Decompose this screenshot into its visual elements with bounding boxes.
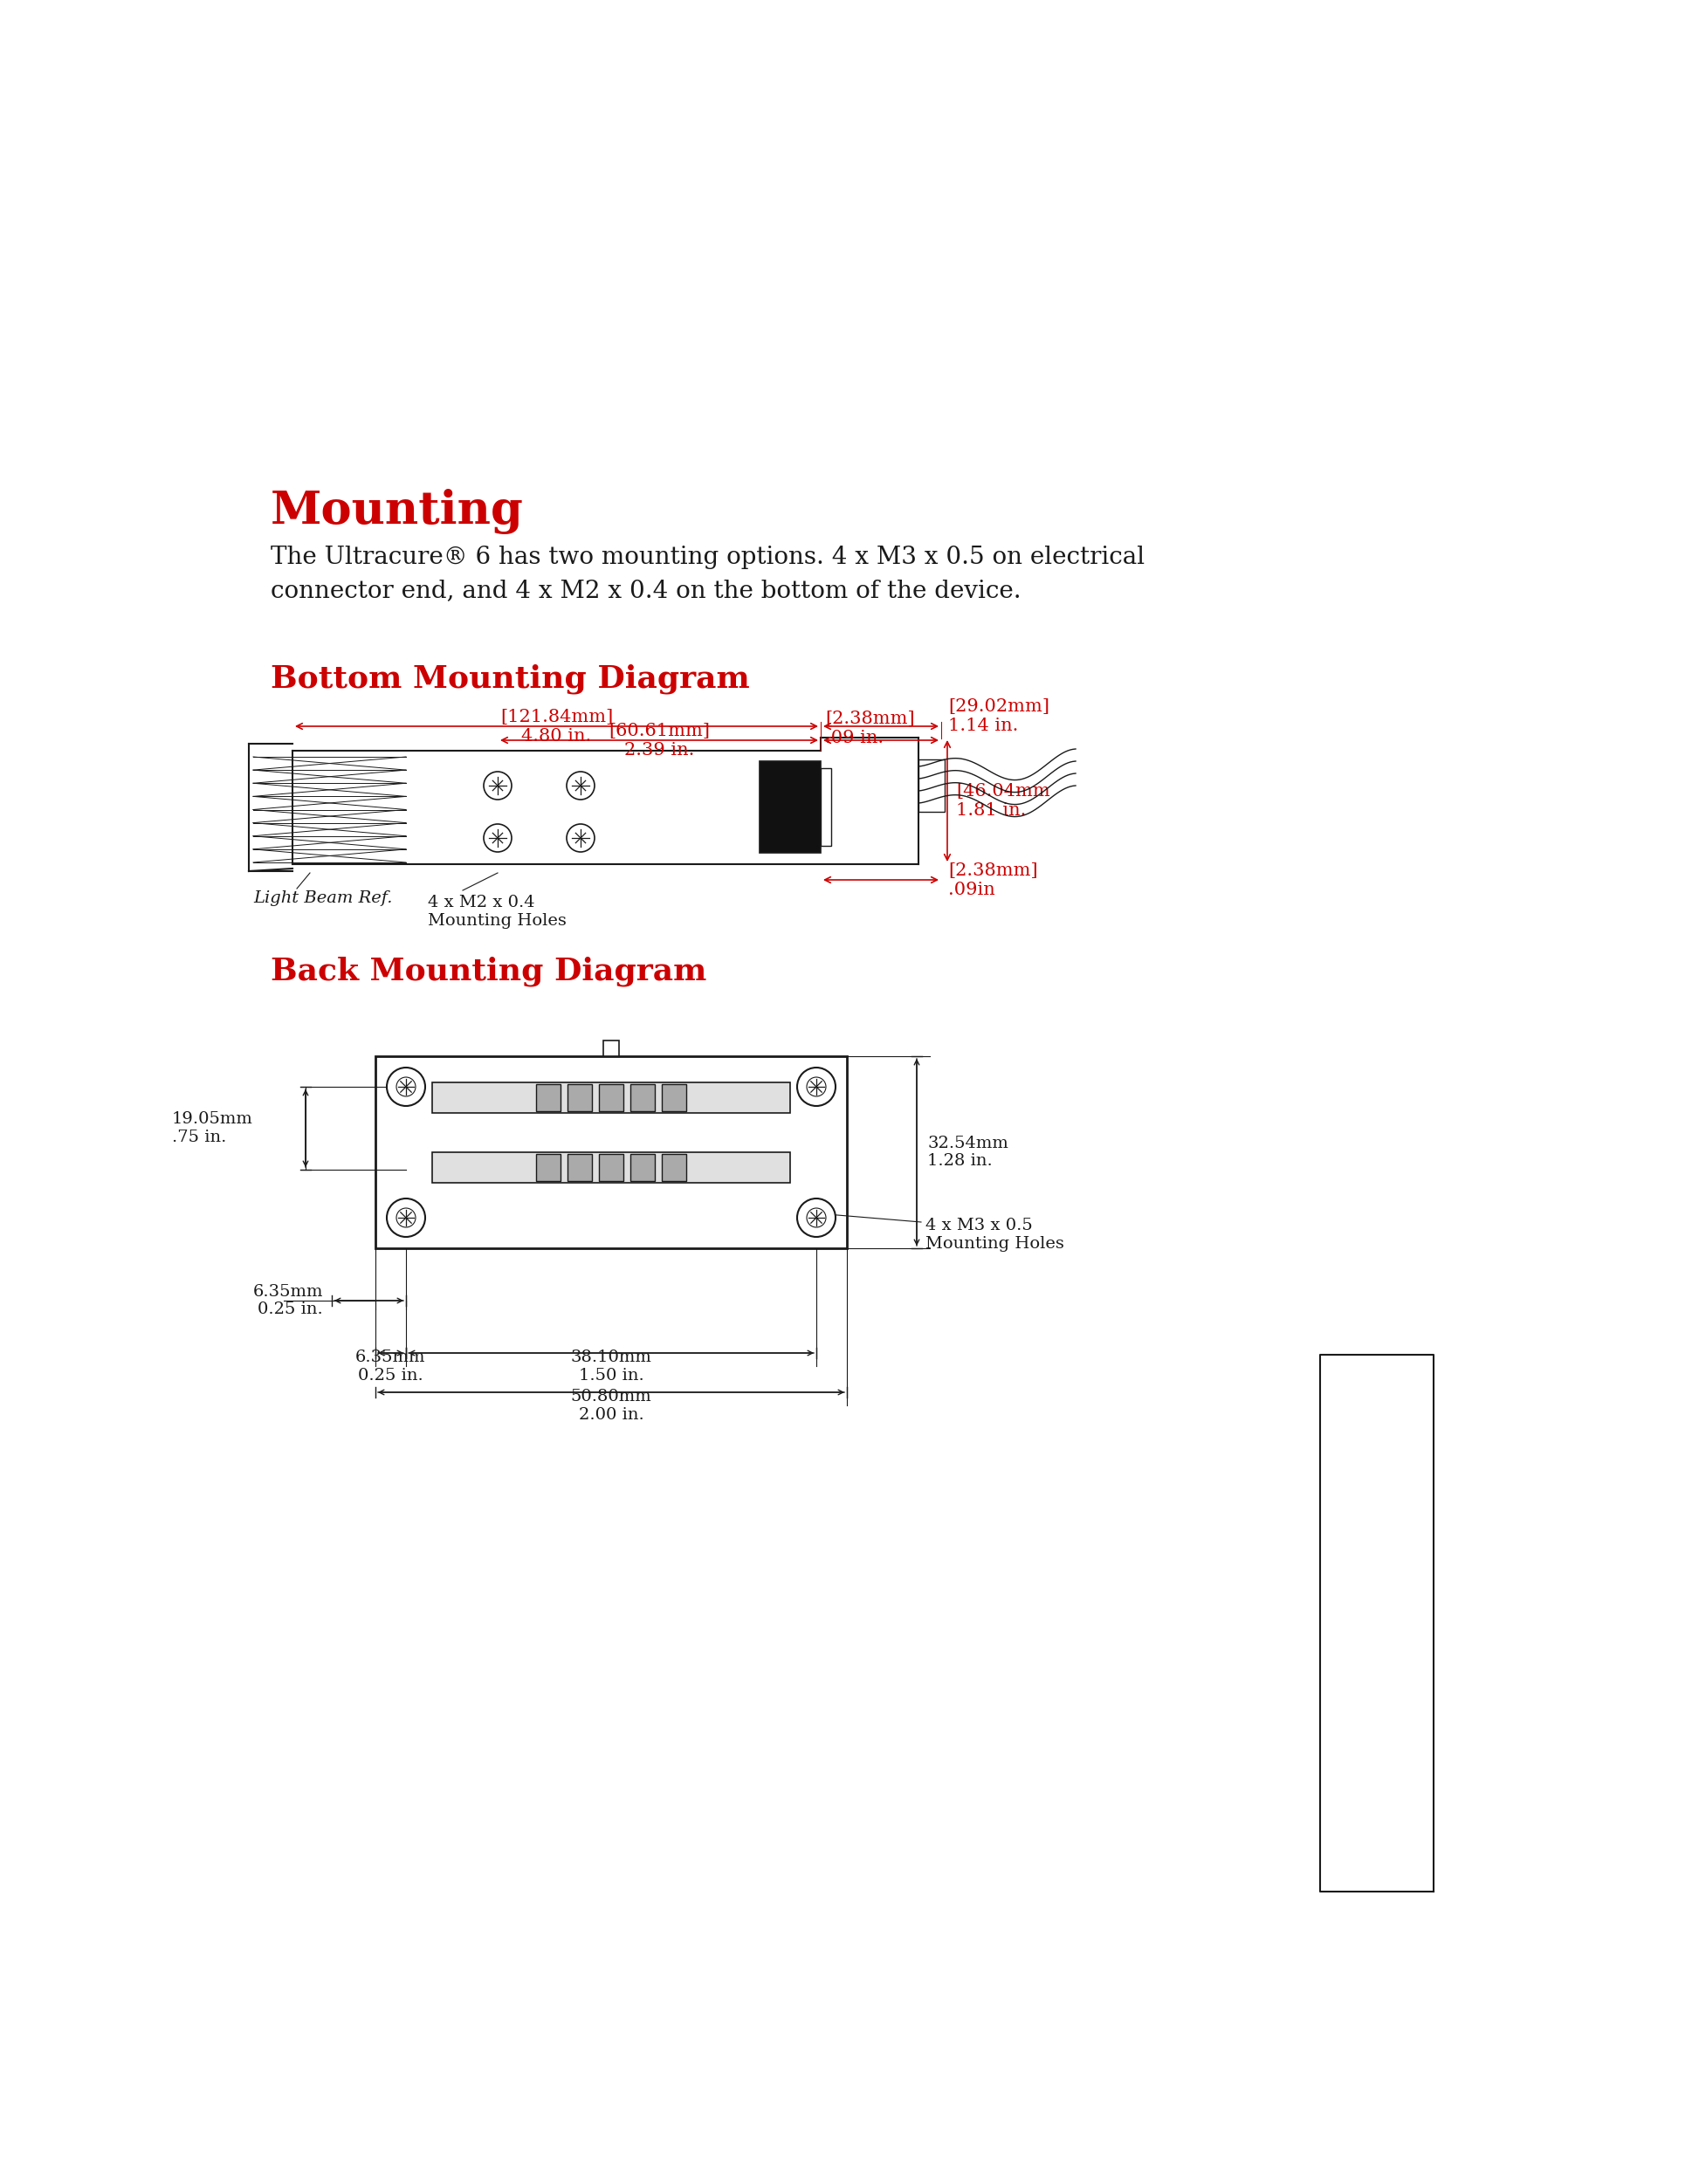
- Bar: [375, 1057, 846, 1249]
- Circle shape: [484, 771, 511, 799]
- Bar: [630, 1083, 654, 1112]
- Circle shape: [807, 1208, 826, 1227]
- Text: [121.84mm]
4.80 in.: [121.84mm] 4.80 in.: [500, 708, 613, 745]
- Bar: [663, 1083, 686, 1112]
- Text: [60.61mm]
2.39 in.: [60.61mm] 2.39 in.: [608, 723, 710, 758]
- Bar: [663, 1153, 686, 1182]
- Text: 4 x M3 x 0.5
Mounting Holes: 4 x M3 x 0.5 Mounting Holes: [926, 1219, 1064, 1251]
- Circle shape: [797, 1199, 836, 1236]
- Bar: [567, 1083, 591, 1112]
- Bar: [567, 1153, 591, 1182]
- Text: 32.54mm
1.28 in.: 32.54mm 1.28 in.: [928, 1136, 1008, 1168]
- Text: connector end, and 4 x M2 x 0.4 on the bottom of the device.: connector end, and 4 x M2 x 0.4 on the b…: [270, 579, 1021, 603]
- Bar: [630, 1153, 654, 1182]
- Circle shape: [396, 1077, 416, 1096]
- Text: 6.35mm
0.25 in.: 6.35mm 0.25 in.: [253, 1284, 323, 1317]
- Bar: [919, 760, 945, 812]
- Circle shape: [484, 823, 511, 852]
- Text: 19.05mm
.75 in.: 19.05mm .75 in.: [172, 1112, 253, 1144]
- Text: 6.35mm
0.25 in.: 6.35mm 0.25 in.: [355, 1350, 426, 1382]
- Text: Mounting: Mounting: [270, 489, 523, 535]
- Bar: [821, 769, 831, 845]
- Circle shape: [807, 1077, 826, 1096]
- Bar: [600, 1153, 624, 1182]
- Text: Light Beam Ref.: Light Beam Ref.: [253, 891, 392, 906]
- Text: Back Mounting Diagram: Back Mounting Diagram: [270, 957, 707, 985]
- Bar: [432, 1083, 790, 1114]
- Text: 50.80mm
2.00 in.: 50.80mm 2.00 in.: [571, 1389, 652, 1422]
- Circle shape: [567, 823, 595, 852]
- Circle shape: [387, 1068, 425, 1105]
- Circle shape: [567, 771, 595, 799]
- Text: The Ultracure® 6 has two mounting options. 4 x M3 x 0.5 on electrical: The Ultracure® 6 has two mounting option…: [270, 546, 1145, 570]
- Text: [2.38mm]
.09in: [2.38mm] .09in: [948, 863, 1038, 898]
- Text: Bottom Mounting Diagram: Bottom Mounting Diagram: [270, 664, 749, 695]
- Text: [29.02mm]
1.14 in.: [29.02mm] 1.14 in.: [948, 699, 1050, 734]
- Circle shape: [387, 1199, 425, 1236]
- Text: 4 x M2 x 0.4
Mounting Holes: 4 x M2 x 0.4 Mounting Holes: [428, 895, 566, 928]
- Text: [46.04mm
1.81 in.: [46.04mm 1.81 in.: [957, 784, 1050, 819]
- Bar: [537, 1083, 561, 1112]
- Bar: [600, 1083, 624, 1112]
- Text: [2.38mm]
.09 in.: [2.38mm] .09 in.: [826, 710, 914, 747]
- Bar: [759, 762, 821, 852]
- Bar: [537, 1153, 561, 1182]
- Bar: [603, 1040, 618, 1057]
- Text: 38.10mm
1.50 in.: 38.10mm 1.50 in.: [571, 1350, 652, 1382]
- Circle shape: [797, 1068, 836, 1105]
- Circle shape: [396, 1208, 416, 1227]
- Bar: [432, 1153, 790, 1184]
